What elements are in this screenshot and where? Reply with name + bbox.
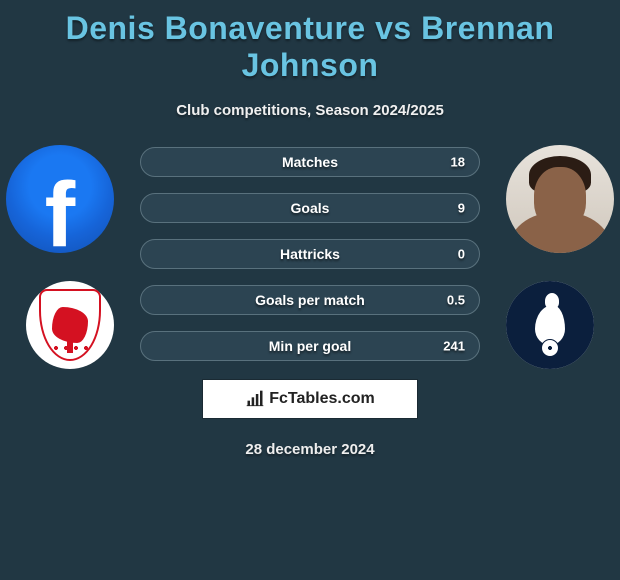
stat-row: Goals 9 (140, 193, 480, 223)
stat-label: Goals per match (141, 292, 479, 308)
club-left-badge (26, 281, 114, 369)
stat-row: Min per goal 241 (140, 331, 480, 361)
stat-value-right: 9 (458, 201, 465, 216)
stat-value-right: 241 (443, 339, 465, 354)
brand-badge: FcTables.com (202, 379, 418, 419)
stat-value-right: 18 (451, 155, 465, 170)
stat-value-right: 0 (458, 247, 465, 262)
club-right-badge (506, 281, 594, 369)
stats-area: f Matches 18 Goals 9 Hattricks 0 (0, 147, 620, 361)
player-right-avatar (506, 145, 614, 253)
brand-text: FcTables.com (269, 390, 375, 408)
stat-label: Hattricks (141, 246, 479, 262)
stat-label: Goals (141, 200, 479, 216)
comparison-subtitle: Club competitions, Season 2024/2025 (0, 102, 620, 119)
player-photo (506, 145, 614, 253)
stat-value-right: 0.5 (447, 293, 465, 308)
player-left-avatar: f (6, 145, 114, 253)
facebook-icon: f (6, 145, 114, 253)
stat-label: Matches (141, 154, 479, 170)
comparison-title: Denis Bonaventure vs Brennan Johnson (0, 0, 620, 84)
stat-row: Goals per match 0.5 (140, 285, 480, 315)
tottenham-icon (506, 281, 594, 369)
nottingham-forest-icon (39, 289, 101, 361)
bar-chart-icon (245, 389, 265, 409)
stat-row: Matches 18 (140, 147, 480, 177)
stat-label: Min per goal (141, 338, 479, 354)
comparison-date: 28 december 2024 (0, 441, 620, 458)
stat-row: Hattricks 0 (140, 239, 480, 269)
